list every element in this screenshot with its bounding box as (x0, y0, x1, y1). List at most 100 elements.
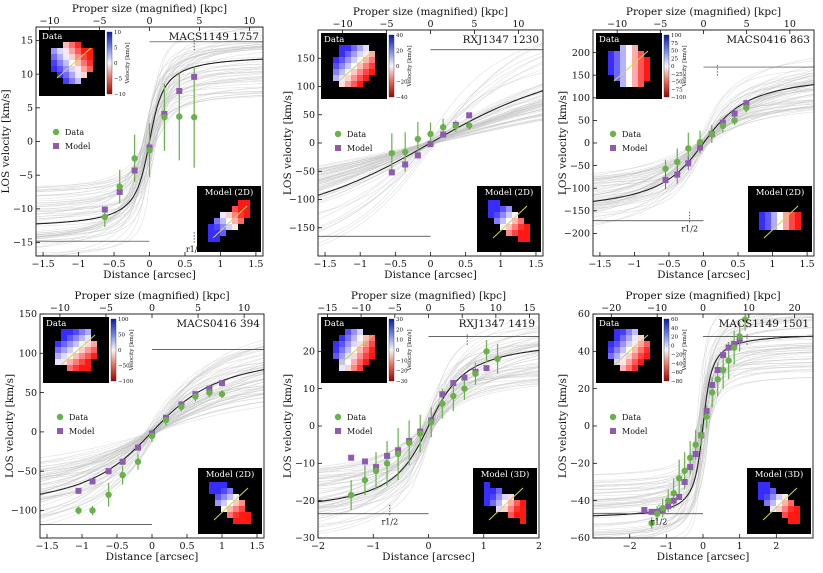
model-point (483, 365, 490, 372)
model-point (692, 451, 699, 457)
data-pixel (357, 359, 363, 365)
data-pixel (61, 341, 67, 347)
data-pixel (357, 365, 363, 371)
data-point (361, 476, 369, 484)
colorbar-tick-label: 40 (396, 33, 403, 39)
colorbar-label: Velocity [km/s] (407, 45, 413, 87)
plot-area (36, 27, 263, 256)
data-pixel (632, 347, 638, 353)
x-axis-label: Distance [arcsec] (382, 551, 475, 563)
data-pixel (644, 69, 650, 75)
y-tick-label: −60 (570, 533, 590, 544)
colorbar-label: Velocity [km/s] (407, 329, 413, 371)
data-pixel (632, 365, 638, 371)
data-pixel (67, 359, 73, 365)
legend-model-marker (610, 145, 616, 151)
data-inset: Data 100 50 0 −50 −100 Velocity [km/s] (43, 317, 135, 385)
model-pixel (524, 230, 530, 236)
data-pixel (644, 353, 650, 359)
model-pixel (512, 230, 518, 236)
data-pixel (333, 347, 339, 353)
model-pixel (783, 212, 789, 218)
colorbar-tick-label: 0 (114, 61, 118, 67)
data-pixel (345, 353, 351, 359)
top-tick-label: 10 (243, 16, 255, 27)
y-tick-label: 0 (27, 137, 33, 148)
data-pixel (345, 335, 351, 341)
data-point (162, 416, 170, 424)
data-pixel (608, 57, 614, 63)
data-point (372, 467, 380, 474)
data-pixel (333, 341, 339, 347)
data-pixel (333, 69, 339, 75)
x-tick-label: 0.5 (730, 259, 745, 270)
model-point (191, 73, 198, 80)
data-pixel (369, 51, 375, 57)
data-pixel (79, 347, 85, 353)
model-pixel (227, 494, 233, 500)
data-point (736, 333, 743, 340)
data-pixel (61, 347, 67, 353)
top-tick-label: −5 (93, 16, 107, 27)
model-pixel (508, 494, 514, 500)
model-pixel (783, 224, 789, 230)
data-pixel (81, 54, 87, 60)
colorbar-tick-label: 0 (396, 348, 400, 354)
top-tick-label: −5 (380, 19, 394, 30)
colorbar-tick-label: −100 (671, 95, 687, 101)
top-tick-label: −10 (351, 303, 371, 314)
model-kinematic-axis (212, 205, 248, 239)
posterior-curve (36, 46, 263, 237)
data-pixel (620, 81, 626, 87)
data-pixel (620, 45, 626, 51)
model-pixel (221, 506, 227, 512)
model-pixel (484, 500, 490, 506)
model-pixel (490, 494, 496, 500)
model-point (402, 161, 409, 168)
model-pixel (759, 218, 765, 224)
data-pixel (614, 341, 620, 347)
data-pixel (351, 359, 357, 365)
data-pixel (345, 57, 351, 63)
model-pixel (220, 218, 226, 224)
x-tick-label: −1 (659, 541, 673, 552)
data-pixel (351, 57, 357, 63)
data-pixel (620, 347, 626, 353)
rhalf-label: r1/2 (651, 518, 668, 527)
y-tick-label: −200 (564, 229, 590, 240)
legend-model-label: Model (622, 427, 648, 436)
kinematic-axis (613, 50, 649, 82)
data-pixel (79, 365, 85, 371)
model-pixel (502, 500, 508, 506)
posterior-curve (593, 356, 813, 496)
model-pixel (520, 500, 526, 506)
colorbar-tick-label: 10 (114, 30, 121, 36)
data-pixel (363, 341, 369, 347)
data-pixel (638, 341, 644, 347)
model-pixel (502, 494, 508, 500)
kinematic-axis (338, 50, 374, 82)
model-inset: Model (2D) (198, 468, 262, 534)
posterior-curve (318, 320, 539, 532)
data-pixel (79, 341, 85, 347)
model-pixel (765, 212, 771, 218)
data-pixel (638, 335, 644, 341)
x-tick-label: 1.5 (248, 259, 263, 270)
model-inset: Model (3D) (473, 468, 537, 534)
legend-data-label: Data (347, 130, 366, 139)
data-point (483, 348, 490, 355)
top-tick-label: −10 (647, 303, 667, 314)
data-pixel (363, 335, 369, 341)
x-tick-label: 1 (770, 259, 776, 270)
model-pixel (226, 212, 232, 218)
y-tick-label: 0 (31, 427, 37, 438)
model-inset: Model (3D) (747, 468, 811, 534)
posterior-curve (593, 94, 814, 192)
model-pixel (484, 482, 490, 488)
legend-model-label: Model (347, 427, 373, 436)
data-pixel (632, 69, 638, 75)
model-pixel (788, 512, 794, 518)
colorbar-tick-label: 100 (671, 33, 682, 39)
model-pixel (496, 500, 502, 506)
model-pixel (777, 224, 783, 230)
